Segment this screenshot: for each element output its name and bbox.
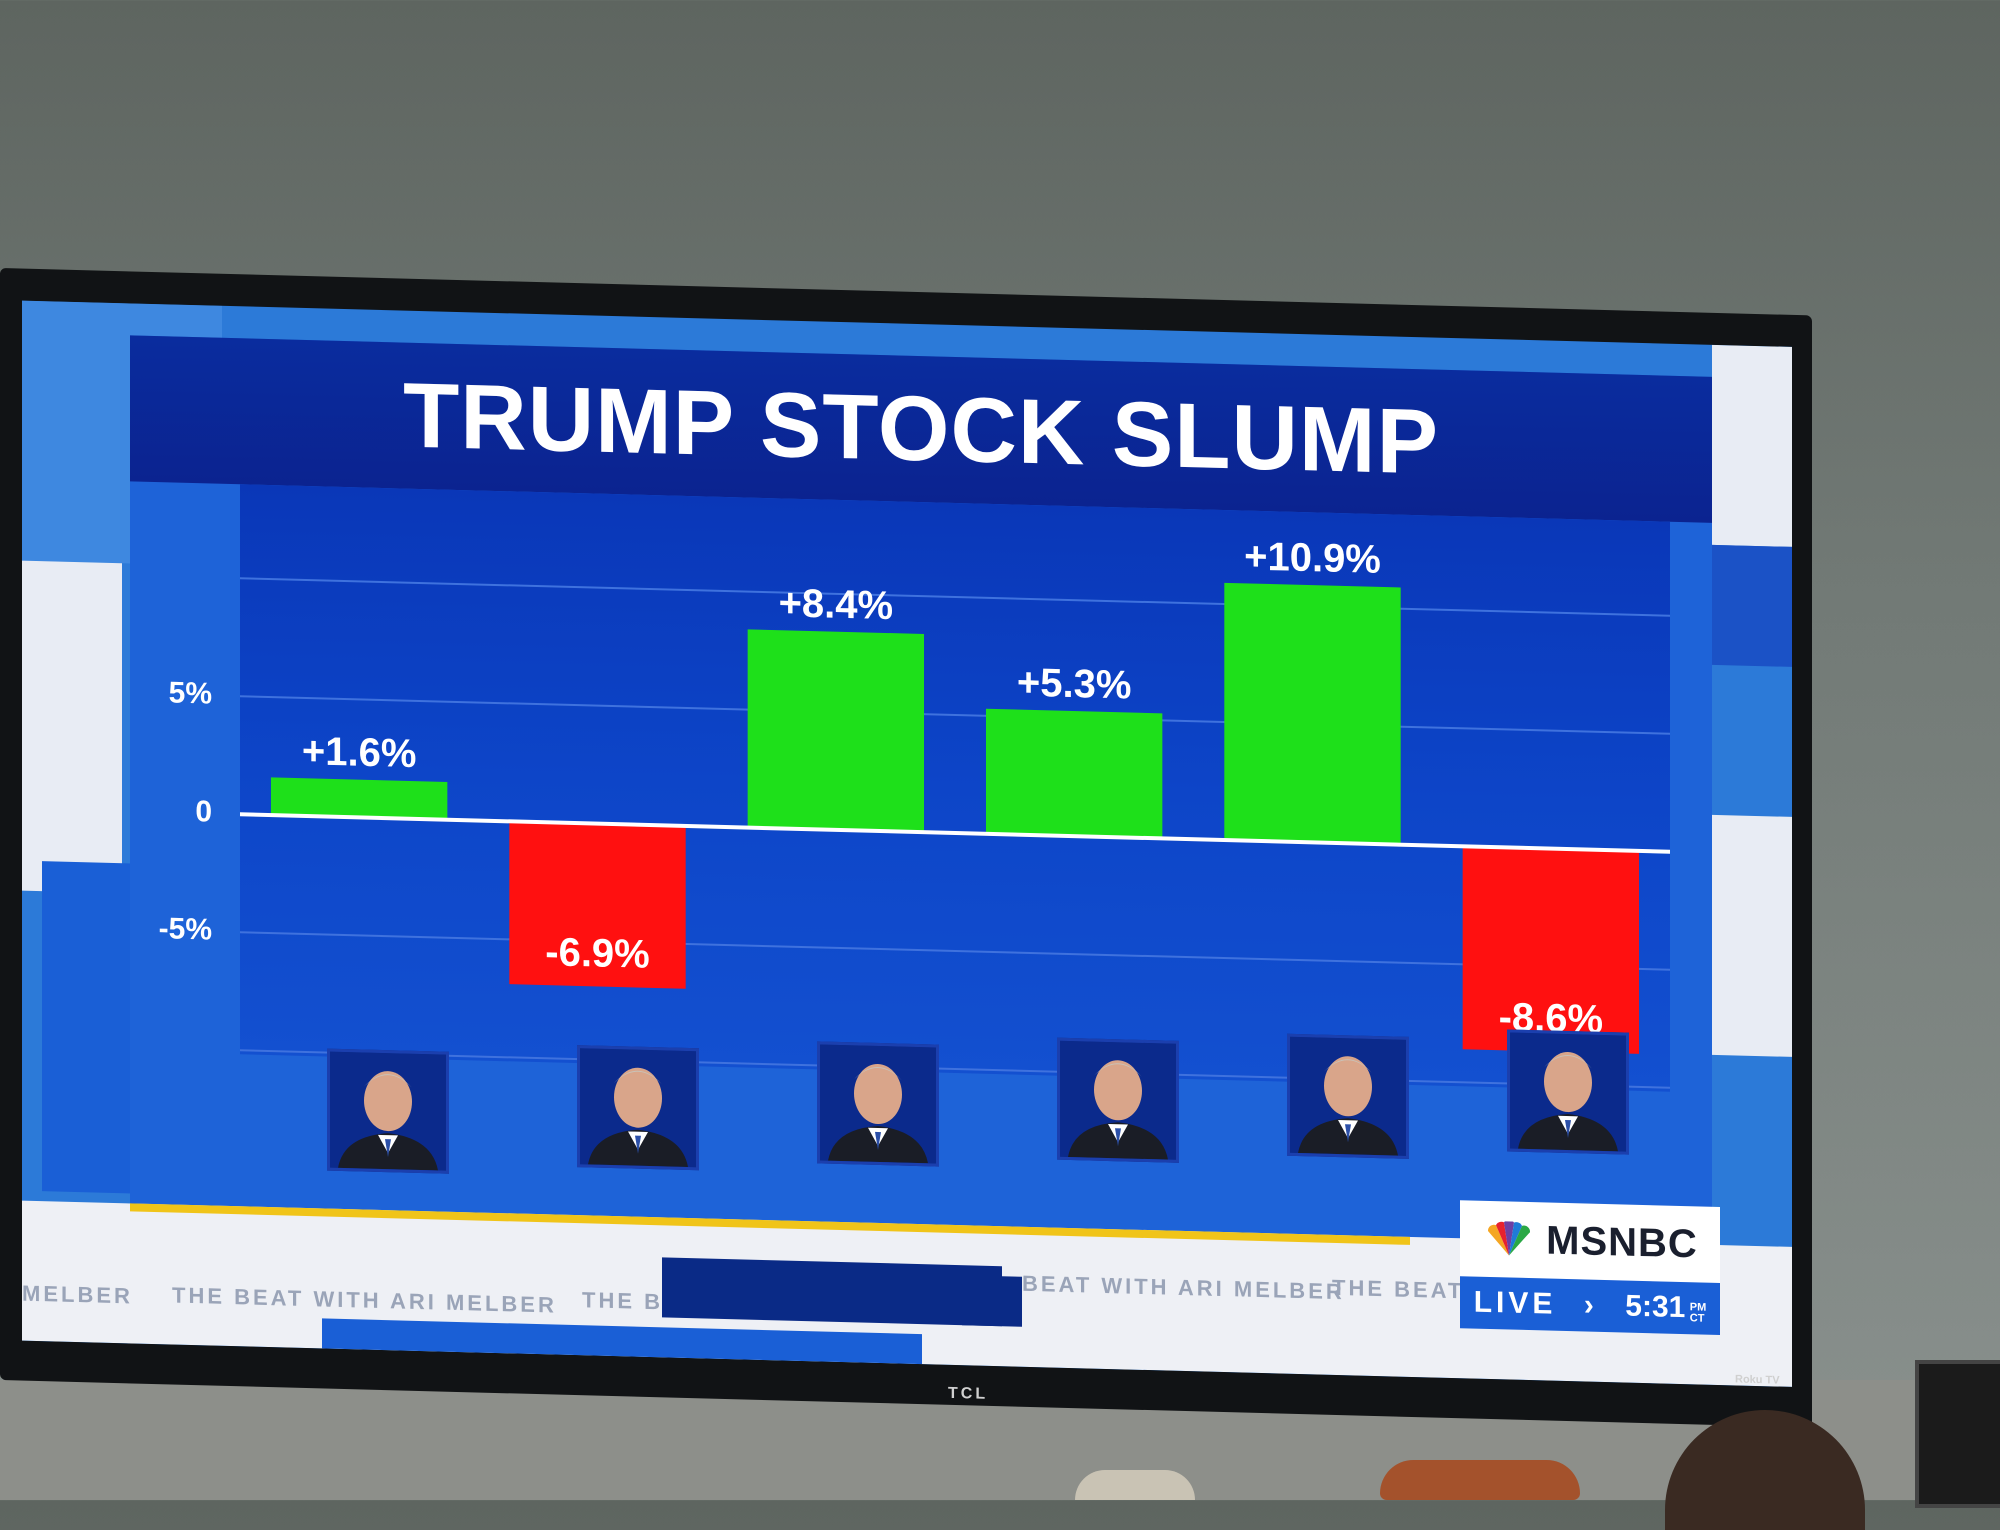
portrait-photo [1507, 1029, 1629, 1155]
person-silhouette-icon [1510, 1032, 1626, 1152]
bar [985, 708, 1163, 839]
time-value: 5:31 [1625, 1289, 1686, 1325]
clock: 5:31 PM CT [1625, 1290, 1706, 1326]
zero-baseline [240, 812, 1670, 854]
portrait-photo [577, 1045, 699, 1171]
time-suffix: PM CT [1689, 1301, 1707, 1325]
gridline [240, 577, 1670, 617]
network-bug: MSNBC LIVE › 5:31 PM CT [1460, 1200, 1720, 1347]
network-logo-area: MSNBC [1460, 1200, 1720, 1284]
tv-platform-logo: Roku TV [1735, 1373, 1780, 1387]
bar [1224, 582, 1401, 845]
bg-block [322, 1318, 922, 1365]
ticker-text: BEAT WITH ARI MELBER [1022, 1270, 1345, 1305]
gridline [240, 695, 1670, 735]
person-silhouette-icon [1060, 1040, 1176, 1160]
network-logo-text: MSNBC [1546, 1217, 1698, 1266]
tv-brand-logo: TCL [948, 1384, 989, 1403]
bar-chart: +1.6%-6.9%+8.4%+5.3%+10.9%-8.6% [240, 534, 1670, 1089]
bg-block [962, 1275, 1022, 1327]
bg-block [662, 1257, 1002, 1327]
portrait-photo [817, 1041, 939, 1167]
bar-value-label: +10.9% [1244, 534, 1381, 582]
bar-value-label: +8.4% [779, 581, 894, 628]
live-label: LIVE [1473, 1285, 1557, 1321]
person-silhouette-icon [580, 1048, 696, 1168]
gridline [240, 931, 1670, 971]
portrait-photo [1057, 1037, 1179, 1163]
bar-value-label: -6.9% [545, 930, 649, 977]
gridline [240, 1049, 1670, 1089]
tv-bezel: TRUMP STOCK SLUMP 5% 0 -5% +1.6% -6.9% +8.… [0, 268, 1812, 1428]
portrait-photo [1287, 1033, 1409, 1159]
portrait-photo [327, 1048, 449, 1174]
ticker-text: THE BEAT WITH ARI MELBER [172, 1282, 557, 1318]
ticker-text: MELBER [22, 1280, 133, 1309]
mug [1075, 1470, 1195, 1500]
bar [270, 777, 448, 820]
timezone-label: CT [1689, 1312, 1705, 1325]
bar [509, 821, 686, 989]
person-silhouette-icon [330, 1051, 446, 1171]
ticker-text: THE BEAT [1332, 1274, 1465, 1304]
chevron-right-icon: › [1583, 1288, 1598, 1322]
bar [747, 629, 925, 833]
tv-screen: TRUMP STOCK SLUMP 5% 0 -5% +1.6% -6.9% +8.… [22, 300, 1792, 1387]
decorative-bowl [1380, 1460, 1580, 1500]
person-silhouette-icon [1290, 1036, 1406, 1156]
bar-value-label: +1.6% [302, 729, 417, 776]
bar [1462, 846, 1640, 1054]
peacock-icon [1488, 1220, 1531, 1256]
person-silhouette-icon [820, 1044, 936, 1164]
bar-value-label: +5.3% [1017, 661, 1132, 708]
live-bar: LIVE › 5:31 PM CT [1460, 1276, 1720, 1336]
picture-frame [1915, 1360, 2000, 1508]
